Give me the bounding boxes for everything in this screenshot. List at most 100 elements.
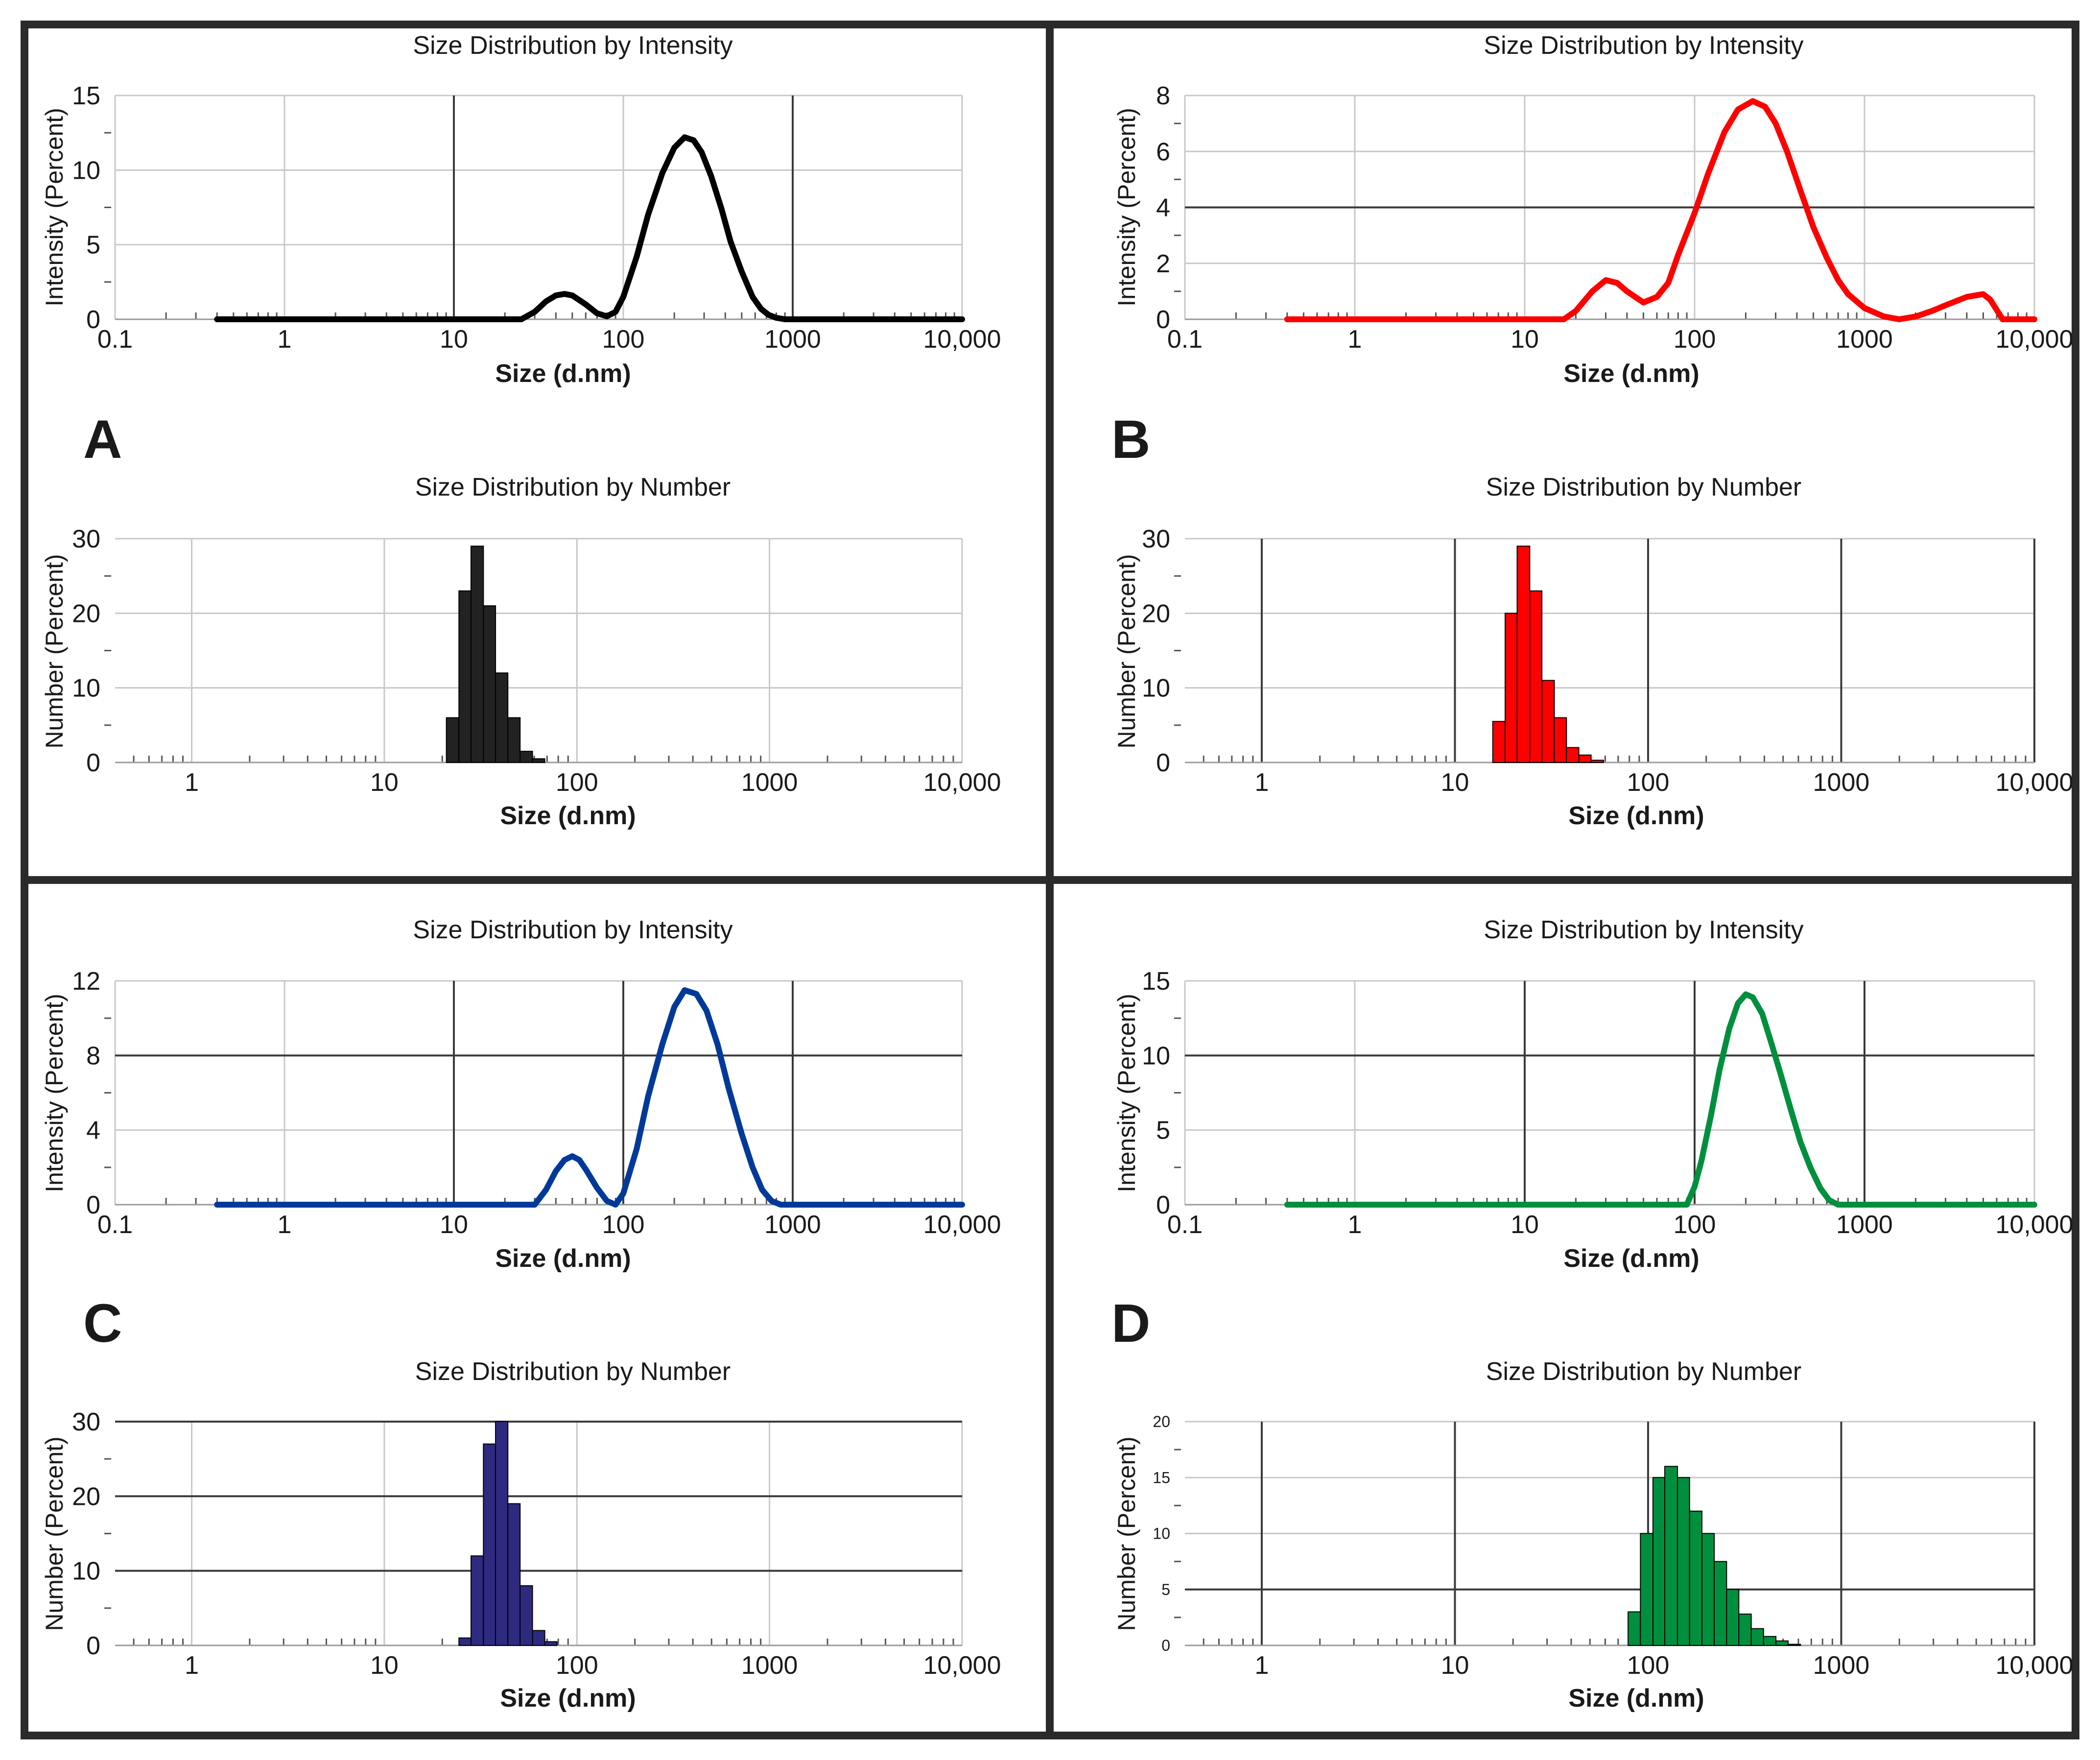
y-axis-label: Number (Percent) bbox=[41, 554, 68, 748]
y-axis-label: Intensity (Percent) bbox=[41, 994, 68, 1192]
y-tick-label: 30 bbox=[1142, 525, 1170, 553]
y-tick-label: 0 bbox=[86, 306, 100, 334]
x-tick-label: 1 bbox=[1348, 1211, 1362, 1239]
x-tick-label: 1 bbox=[278, 325, 292, 354]
histogram-bar bbox=[1505, 613, 1518, 763]
y-axis-label: Intensity (Percent) bbox=[1113, 108, 1140, 307]
y-tick-label: 10 bbox=[72, 674, 100, 703]
x-tick-label: 1000 bbox=[1836, 325, 1893, 354]
y-tick-label: 6 bbox=[1156, 138, 1170, 166]
y-tick-label: 15 bbox=[1142, 967, 1170, 996]
histogram-bar bbox=[1492, 721, 1506, 763]
x-tick-label: 10,000 bbox=[1995, 768, 2073, 797]
x-axis-label: Size (d.nm) bbox=[1568, 802, 1704, 830]
histogram-bar bbox=[458, 1637, 472, 1646]
x-tick-label: 0.1 bbox=[1167, 325, 1203, 354]
histogram-bar bbox=[1554, 717, 1567, 763]
histogram-bar bbox=[483, 605, 496, 763]
histogram-bar bbox=[519, 751, 533, 763]
series-line bbox=[214, 987, 965, 1208]
chart-B-intensity: 0.1 1 10 100 1000 10,000 0 2 4 6 8 Size Distributio… bbox=[1113, 31, 2074, 388]
y-tick-label: 30 bbox=[72, 1408, 100, 1436]
histogram-bar bbox=[1763, 1636, 1777, 1646]
histogram-bar bbox=[495, 672, 509, 763]
chart-B-number: 1 10 100 1000 10,000 0 10 20 30 Size Distribution… bbox=[1113, 473, 2074, 830]
histogram-bar bbox=[1726, 1589, 1740, 1646]
histogram-bar bbox=[446, 717, 460, 763]
x-tick-label: 100 bbox=[556, 768, 598, 797]
x-tick-label: 100 bbox=[556, 1651, 598, 1680]
histogram-bar bbox=[471, 1555, 484, 1646]
x-axis-label: Size (d.nm) bbox=[495, 359, 631, 388]
histogram-bar bbox=[458, 590, 472, 763]
x-tick-label: 10,000 bbox=[923, 768, 1001, 797]
y-axis-label: Intensity (Percent) bbox=[1113, 994, 1140, 1192]
histogram-bar bbox=[1775, 1640, 1789, 1646]
chart-title: Size Distribution by Intensity bbox=[413, 916, 732, 944]
histogram-bar bbox=[1701, 1533, 1715, 1646]
histogram-bar bbox=[507, 717, 521, 763]
y-tick-label: 0 bbox=[1156, 1191, 1170, 1219]
x-tick-label: 10 bbox=[1510, 1211, 1539, 1239]
y-axis-label: Number (Percent) bbox=[1113, 1436, 1140, 1631]
y-tick-label: 8 bbox=[1156, 82, 1170, 110]
y-tick-label: 20 bbox=[72, 1482, 100, 1511]
histogram-bar bbox=[1628, 1611, 1641, 1646]
histogram-bar bbox=[1738, 1614, 1752, 1646]
x-tick-label: 10,000 bbox=[923, 325, 1001, 354]
histogram-bar bbox=[519, 1585, 533, 1646]
x-tick-label: 10,000 bbox=[923, 1651, 1001, 1680]
panel-label-b: B bbox=[1111, 409, 1150, 470]
y-tick-label: 20 bbox=[1153, 1413, 1170, 1430]
y-tick-label: 2 bbox=[1156, 250, 1170, 278]
x-tick-label: 10,000 bbox=[1995, 325, 2073, 354]
chart-title: Size Distribution by Intensity bbox=[1484, 31, 1803, 60]
y-tick-label: 8 bbox=[86, 1042, 100, 1070]
chart-title: Size Distribution by Number bbox=[1486, 473, 1801, 501]
histogram-bar bbox=[532, 1630, 545, 1646]
y-tick-label: 10 bbox=[72, 1557, 100, 1586]
y-tick-label: 0 bbox=[1156, 306, 1170, 334]
x-axis-label: Size (d.nm) bbox=[495, 1244, 631, 1273]
chart-A-intensity: 0.1 1 10 100 1000 10,000 0 5 10 15 Size Distributi… bbox=[41, 31, 1001, 388]
x-tick-label: 10,000 bbox=[1995, 1211, 2073, 1239]
x-tick-label: 1000 bbox=[741, 1651, 798, 1680]
y-tick-label: 0 bbox=[86, 1191, 100, 1219]
x-tick-label: 0.1 bbox=[97, 325, 133, 354]
series-line bbox=[1284, 991, 2037, 1208]
y-tick-label: 12 bbox=[72, 967, 100, 996]
histogram-bar bbox=[1788, 1643, 1801, 1646]
x-axis-label: Size (d.nm) bbox=[1568, 1684, 1704, 1712]
x-tick-label: 1 bbox=[278, 1211, 292, 1239]
x-tick-label: 1000 bbox=[764, 325, 821, 354]
panel-labels: A B C D bbox=[83, 409, 1150, 1354]
y-tick-label: 5 bbox=[1156, 1117, 1170, 1145]
x-tick-label: 1000 bbox=[764, 1211, 821, 1239]
panel-label-c: C bbox=[83, 1293, 122, 1354]
y-tick-label: 0 bbox=[1161, 1637, 1170, 1654]
y-tick-label: 0 bbox=[86, 749, 100, 777]
x-tick-label: 10 bbox=[370, 1651, 399, 1680]
x-tick-label: 100 bbox=[602, 1211, 645, 1239]
x-tick-label: 1000 bbox=[1813, 768, 1870, 797]
x-tick-label: 100 bbox=[1627, 768, 1670, 797]
x-tick-label: 100 bbox=[1627, 1651, 1670, 1680]
x-tick-label: 10 bbox=[1441, 768, 1469, 797]
x-tick-label: 1 bbox=[1255, 1651, 1269, 1680]
chart-title: Size Distribution by Intensity bbox=[413, 31, 732, 60]
series-line bbox=[214, 134, 965, 322]
histogram-bar bbox=[1714, 1561, 1727, 1646]
histogram-bar bbox=[1652, 1477, 1666, 1646]
panel-frames bbox=[21, 21, 2079, 1739]
y-tick-label: 0 bbox=[86, 1632, 100, 1660]
y-axis-label: Intensity (Percent) bbox=[41, 108, 68, 307]
y-tick-label: 20 bbox=[72, 599, 100, 628]
histogram-bar bbox=[1750, 1628, 1764, 1646]
histogram-bar bbox=[471, 546, 484, 763]
y-tick-label: 15 bbox=[72, 82, 100, 110]
y-tick-label: 15 bbox=[1153, 1469, 1170, 1486]
histogram-bar bbox=[483, 1443, 496, 1646]
histogram-bar bbox=[1664, 1466, 1678, 1646]
x-tick-label: 10,000 bbox=[1995, 1651, 2073, 1680]
